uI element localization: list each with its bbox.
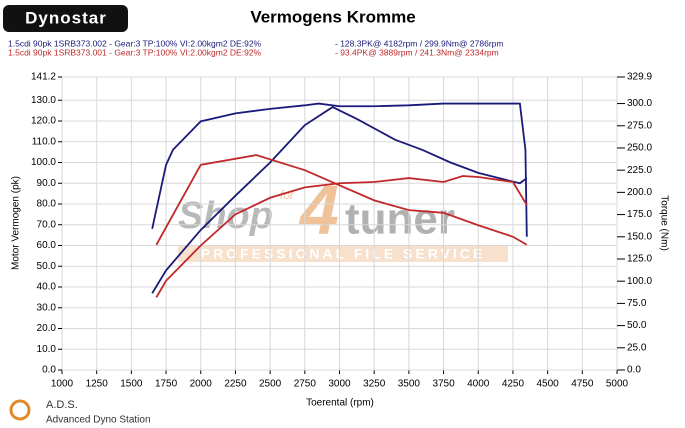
y-tick-label: 20.0 — [37, 323, 57, 334]
watermark-text: tuner — [345, 195, 455, 244]
line — [151, 102, 528, 237]
x-tick-label: 2750 — [294, 379, 317, 390]
y-tick-label: 40.0 — [37, 282, 57, 293]
y-tick-label: 0.0 — [42, 365, 56, 376]
y2-axis-label: Torque (Nm) — [658, 195, 669, 251]
watermark-text: Shop — [178, 195, 273, 237]
x-tick-label: 4750 — [571, 379, 594, 390]
y-tick-label: 90.0 — [37, 178, 57, 189]
footer-subtitle: Advanced Dyno Station — [46, 415, 151, 426]
y2-tick-label: 200.0 — [627, 187, 652, 198]
footer-title: A.D.S. — [46, 399, 78, 411]
y2-tick-label: 125.0 — [627, 254, 652, 265]
footer-logo — [9, 399, 31, 421]
logo-box — [3, 5, 128, 32]
x-tick-label: 2000 — [190, 379, 213, 390]
x-axis-label: Toerental (rpm) — [306, 398, 374, 409]
x-tick-label: 3750 — [432, 379, 455, 390]
y-tick-label: 60.0 — [37, 240, 57, 251]
y2-tick-label: 0.0 — [627, 365, 641, 376]
y-tick-label: 141.2 — [31, 72, 56, 83]
y-tick-label: 110.0 — [32, 136, 57, 147]
line — [155, 175, 528, 298]
y-tick-label: 10.0 — [37, 344, 57, 355]
y2-tick-label: 225.0 — [627, 165, 652, 176]
y2-tick-label: 100.0 — [627, 276, 652, 287]
y-tick-label: 30.0 — [37, 302, 57, 313]
logo: Dynostar — [25, 8, 107, 27]
line — [155, 154, 528, 246]
y-axis-label: Motor Vermogen (pk) — [11, 176, 22, 270]
run-label: 1.5cdi 90pk 1SRB373.002 - Gear:3 TP:100%… — [8, 38, 262, 48]
y2-tick-label: 25.0 — [627, 342, 647, 353]
y2-tick-label: 329.9 — [627, 72, 652, 83]
x-tick-label: 4250 — [502, 379, 525, 390]
x-tick-label: 1000 — [51, 379, 74, 390]
y2-tick-label: 275.0 — [627, 120, 652, 131]
watermark-text: PROFESSIONAL FILE SERVICE — [201, 246, 486, 262]
run-label: 1.5cdi 90pk 1SRB373.001 - Gear:3 TP:100%… — [8, 47, 262, 57]
y-tick-label: 80.0 — [37, 199, 57, 210]
y2-tick-label: 150.0 — [627, 231, 652, 242]
line — [151, 106, 528, 294]
run-result: - 93.4PK@ 3889rpm / 241.3Nm@ 2334rpm — [335, 47, 499, 57]
x-tick-label: 1250 — [86, 379, 109, 390]
y2-tick-label: 250.0 — [627, 143, 652, 154]
x-tick-label: 5000 — [606, 379, 629, 390]
x-tick-label: 2500 — [259, 379, 282, 390]
y-tick-label: 70.0 — [37, 219, 57, 230]
chart-title: Vermogens Kromme — [250, 7, 415, 26]
watermark-band — [178, 246, 508, 262]
y-tick-label: 50.0 — [37, 261, 57, 272]
y-tick-label: 120.0 — [31, 116, 56, 127]
x-tick-label: 2250 — [224, 379, 247, 390]
x-tick-label: 4500 — [537, 379, 560, 390]
x-tick-label: 4000 — [467, 379, 490, 390]
y-tick-label: 100.0 — [31, 157, 56, 168]
y-tick-label: 130.0 — [31, 95, 56, 106]
y2-tick-label: 300.0 — [627, 98, 652, 109]
x-tick-label: 3500 — [398, 379, 421, 390]
y2-tick-label: 75.0 — [627, 298, 647, 309]
y2-tick-label: 175.0 — [627, 209, 652, 220]
x-tick-label: 1500 — [120, 379, 143, 390]
run-result: - 128.3PK@ 4182rpm / 299.9Nm@ 2786rpm — [335, 38, 503, 48]
y2-tick-label: 50.0 — [627, 320, 647, 331]
x-tick-label: 1750 — [155, 379, 178, 390]
x-tick-label: 3000 — [328, 379, 351, 390]
x-tick-label: 3250 — [363, 379, 386, 390]
